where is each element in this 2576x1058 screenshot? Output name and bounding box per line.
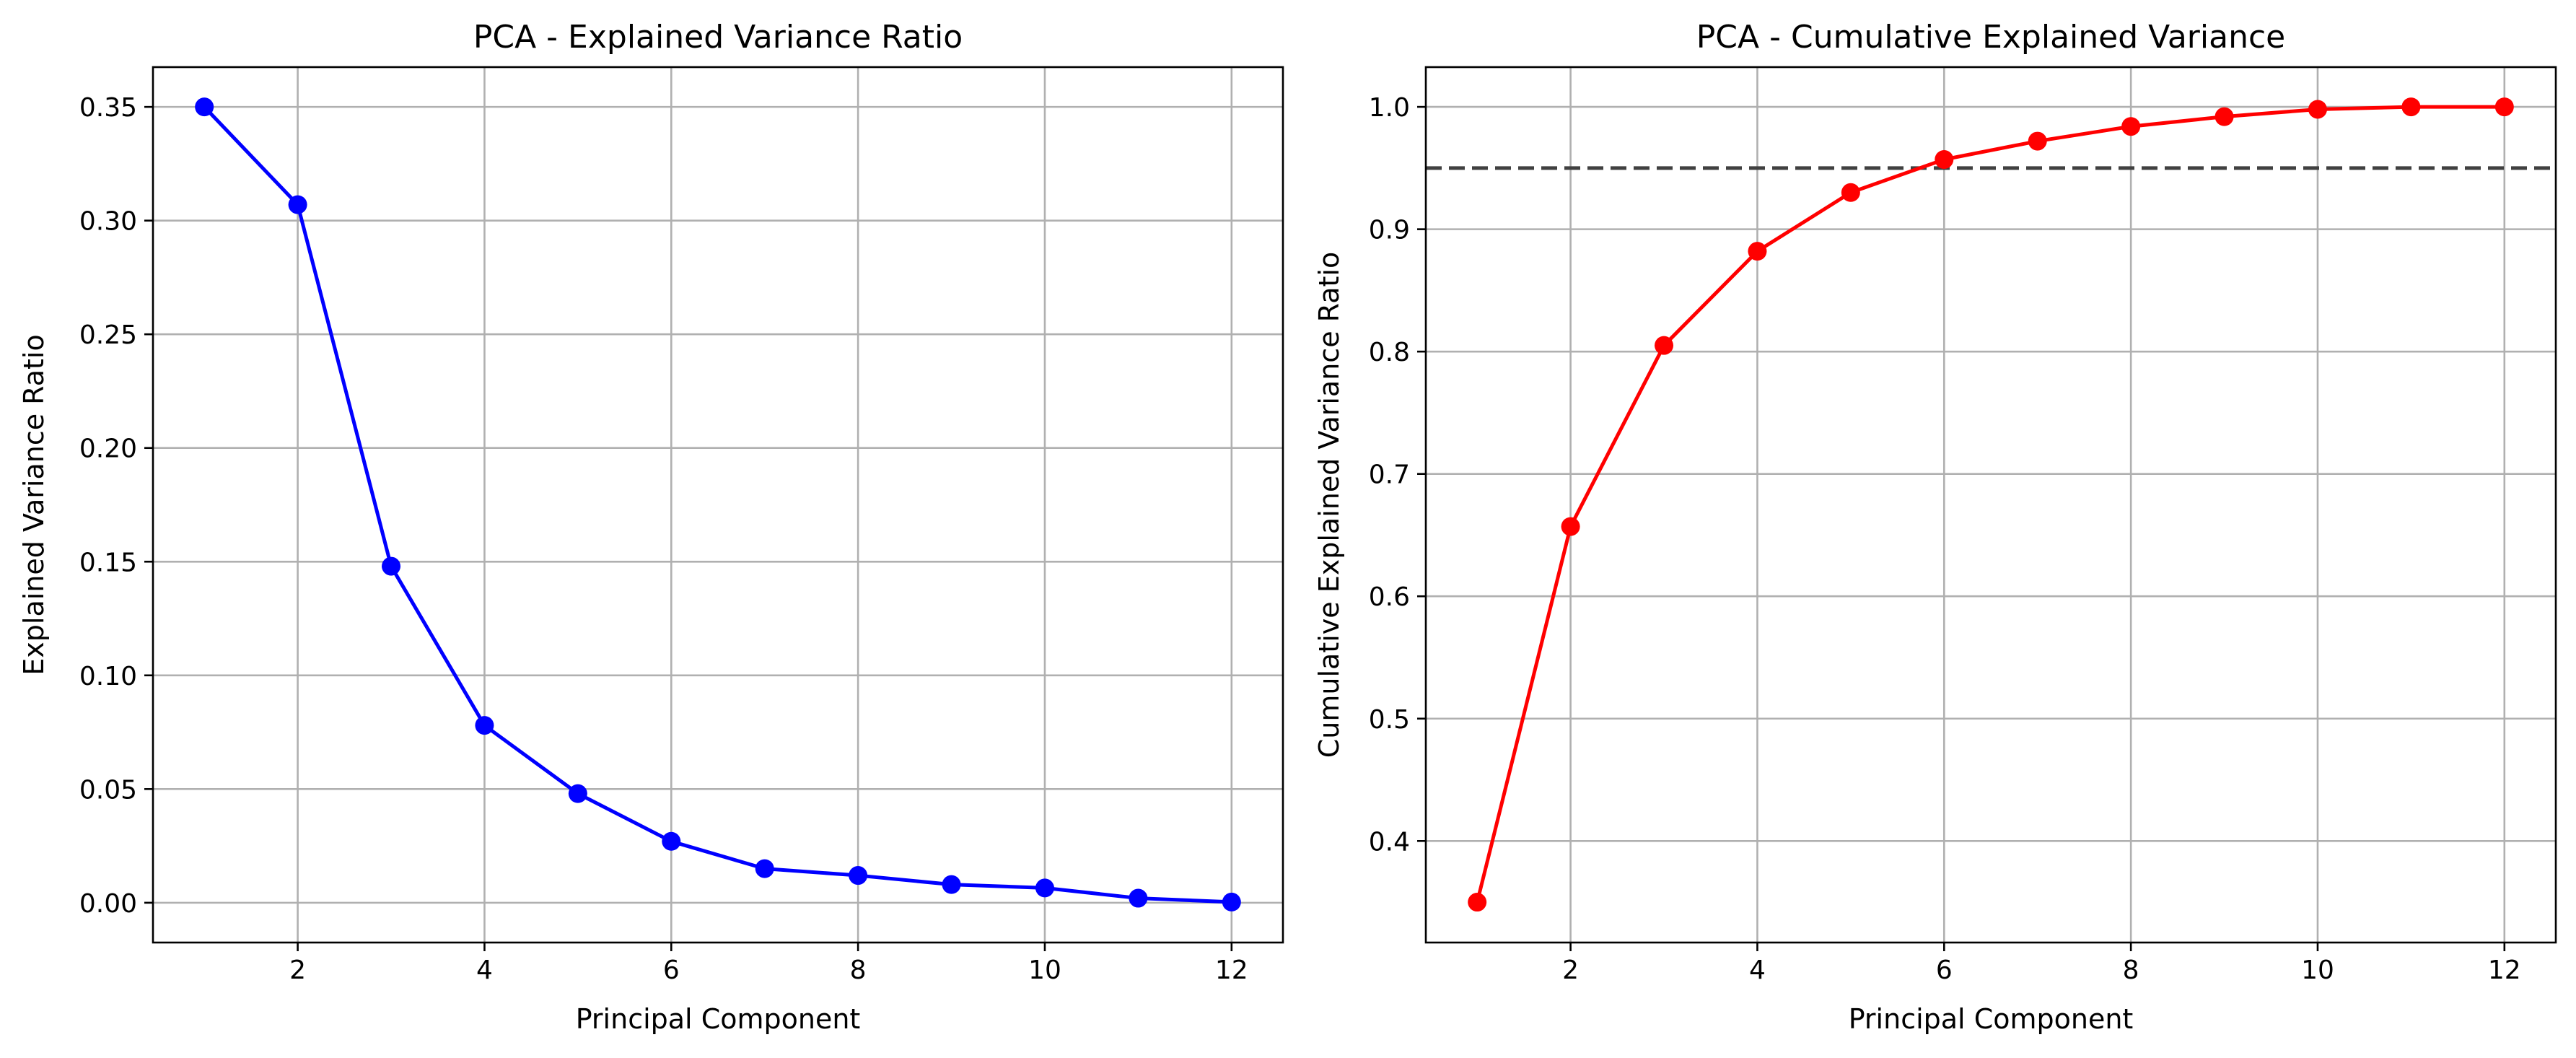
y-tick-label: 0.5 bbox=[1369, 705, 1410, 735]
data-point bbox=[195, 97, 214, 117]
data-point bbox=[755, 859, 774, 878]
plot-frame bbox=[152, 66, 1284, 944]
x-tick-label: 12 bbox=[1215, 956, 1248, 985]
series-line bbox=[1475, 105, 2505, 903]
data-point bbox=[2028, 131, 2047, 151]
data-point bbox=[1935, 149, 1954, 169]
data-point bbox=[1655, 336, 1674, 355]
y-tick-label: 0.35 bbox=[79, 93, 137, 123]
x-tick-label: 10 bbox=[2301, 956, 2334, 985]
x-tick-label: 2 bbox=[1562, 956, 1579, 985]
data-point bbox=[2214, 107, 2234, 126]
y-tick-label: 0.20 bbox=[79, 434, 137, 464]
data-point bbox=[849, 866, 868, 886]
x-axis-label: Principal Component bbox=[1849, 1003, 2134, 1035]
y-tick-label: 1.0 bbox=[1369, 93, 1410, 123]
y-axis-label: Explained Variance Ratio bbox=[18, 334, 50, 675]
x-tick-label: 8 bbox=[2123, 956, 2139, 985]
y-tick-label: 0.9 bbox=[1369, 216, 1410, 245]
y-tick-label: 0.25 bbox=[79, 320, 137, 350]
y-tick-label: 0.05 bbox=[79, 775, 137, 805]
data-point bbox=[1035, 878, 1054, 898]
data-point bbox=[662, 831, 681, 851]
data-point bbox=[1468, 893, 1487, 912]
y-tick-label: 0.15 bbox=[79, 548, 137, 577]
data-point bbox=[475, 716, 494, 735]
x-axis-label: Principal Component bbox=[576, 1003, 861, 1035]
data-point bbox=[2121, 117, 2141, 136]
y-axis-label: Cumulative Explained Variance Ratio bbox=[1313, 252, 1345, 758]
chart-panel-1: 2 4 6 8 10 12 0.00 0.05 0.10 0.15 0.20 0.25 0.30 0.35… bbox=[18, 19, 1284, 1035]
data-point bbox=[1129, 888, 1148, 908]
series-line bbox=[203, 105, 1232, 904]
y-tick-label: 0.00 bbox=[79, 889, 137, 919]
data-point bbox=[2401, 97, 2421, 117]
data-point bbox=[942, 875, 961, 894]
y-tick-label: 0.6 bbox=[1369, 582, 1410, 612]
data-point bbox=[2494, 97, 2514, 117]
y-tick-label: 0.10 bbox=[79, 662, 137, 691]
x-tick-label: 4 bbox=[1749, 956, 1766, 985]
x-tick-label: 10 bbox=[1028, 956, 1061, 985]
y-tick-label: 0.4 bbox=[1369, 827, 1410, 857]
data-point bbox=[1841, 183, 1860, 202]
x-tick-label: 8 bbox=[850, 956, 867, 985]
data-point bbox=[382, 556, 401, 576]
chart-title: PCA - Cumulative Explained Variance bbox=[1696, 19, 2285, 56]
y-tick-label: 0.30 bbox=[79, 207, 137, 237]
data-point bbox=[1222, 892, 1241, 911]
data-point bbox=[2308, 100, 2327, 119]
x-tick-label: 6 bbox=[1936, 956, 1953, 985]
y-tick-label: 0.7 bbox=[1369, 460, 1410, 490]
data-point bbox=[568, 784, 587, 803]
y-tick-label: 0.8 bbox=[1369, 338, 1410, 367]
plot-frame bbox=[1424, 66, 2557, 944]
x-tick-label: 2 bbox=[289, 956, 306, 985]
chart-panel-2: 2 4 6 8 10 12 0.4 0.5 0.6 0.7 0.8 0.9 1.0 PCA - Cumul… bbox=[1313, 19, 2557, 1035]
data-point bbox=[1748, 242, 1767, 261]
x-tick-label: 12 bbox=[2488, 956, 2521, 985]
data-point bbox=[288, 195, 307, 214]
data-point bbox=[1561, 517, 1580, 536]
chart-title: PCA - Explained Variance Ratio bbox=[473, 19, 963, 56]
x-tick-label: 4 bbox=[476, 956, 493, 985]
x-tick-label: 6 bbox=[663, 956, 680, 985]
